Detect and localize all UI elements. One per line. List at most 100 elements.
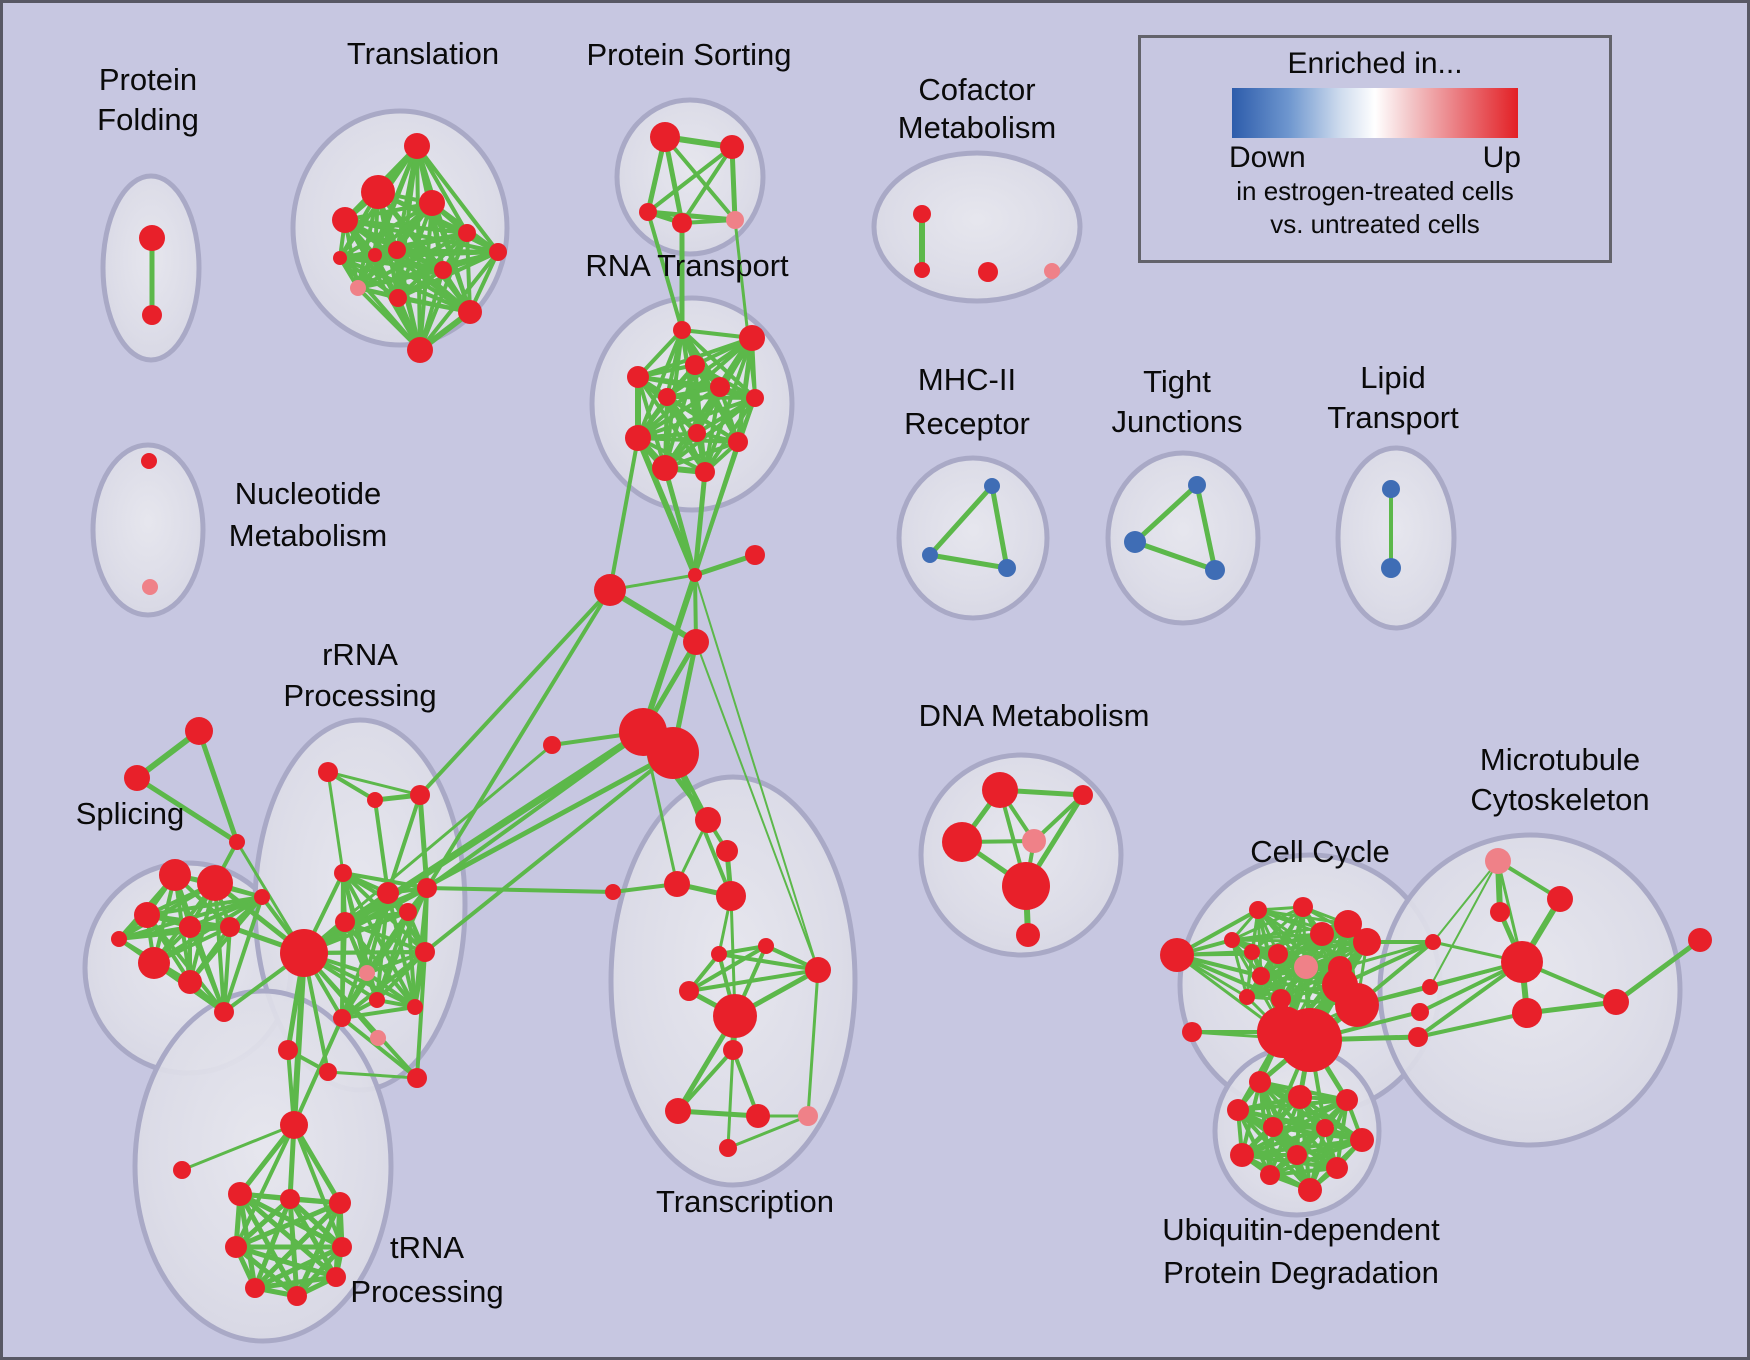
network-edge — [1416, 960, 1524, 1039]
network-node — [318, 762, 338, 782]
network-node — [695, 462, 715, 482]
network-node — [1353, 928, 1381, 956]
network-node — [605, 884, 621, 900]
network-edge — [291, 1122, 343, 1206]
network-node — [1288, 1085, 1312, 1109]
network-node — [389, 289, 407, 307]
network-edge — [636, 396, 757, 440]
network-node — [214, 1002, 234, 1022]
network-edge — [1268, 1166, 1339, 1177]
network-edge — [233, 1196, 293, 1250]
network-node — [746, 389, 764, 407]
network-node — [695, 807, 721, 833]
network-node — [1603, 989, 1629, 1015]
network-node — [407, 337, 433, 363]
network-edge — [292, 1016, 344, 1127]
network-edge — [145, 895, 264, 917]
network-edge — [927, 552, 1010, 571]
network-edge — [340, 1005, 417, 1020]
network-node — [369, 992, 385, 1008]
cluster-nucleotide-metabolism-label: Metabolism — [229, 518, 388, 553]
network-node — [664, 871, 690, 897]
network-edge — [338, 250, 500, 260]
network-edge — [326, 770, 422, 797]
network-node — [978, 262, 998, 282]
network-edge — [687, 944, 768, 993]
network-edge — [694, 574, 819, 971]
network-node — [368, 248, 382, 262]
network-edge — [145, 913, 226, 1014]
network-node — [1422, 979, 1438, 995]
network-edge — [338, 256, 472, 314]
network-node — [719, 1139, 737, 1157]
network-node — [335, 912, 355, 932]
network-edge — [343, 201, 434, 222]
network-edge — [717, 952, 820, 972]
network-edge — [729, 144, 738, 223]
network-edge — [356, 231, 469, 290]
network-edge — [635, 435, 698, 578]
network-node — [419, 190, 445, 216]
network-node — [377, 882, 399, 904]
network-edge — [233, 1200, 343, 1250]
network-edge — [927, 483, 995, 558]
network-node — [1547, 886, 1573, 912]
network-node — [361, 175, 395, 209]
network-edge — [406, 910, 417, 1009]
network-node — [1287, 1145, 1307, 1165]
network-edge — [663, 135, 737, 222]
network-edge — [234, 1123, 296, 1249]
cluster-lipid-transport-ellipse — [1335, 445, 1457, 631]
network-node — [688, 424, 706, 442]
network-edge — [703, 396, 757, 474]
network-edge — [1276, 940, 1369, 956]
network-node — [1257, 1006, 1309, 1058]
network-edge — [291, 950, 307, 1128]
network-edge — [423, 751, 675, 954]
network-node — [1271, 989, 1291, 1009]
network-node — [280, 1111, 308, 1139]
network-edge — [196, 728, 240, 845]
network-edge — [1230, 938, 1249, 999]
cluster-rrna-processing-label: rRNA — [322, 637, 398, 672]
cluster-cofactor-metabolism-label: Cofactor — [918, 72, 1035, 107]
network-node — [142, 305, 162, 325]
network-node — [723, 1040, 743, 1060]
network-node — [1381, 558, 1401, 578]
network-node — [1294, 955, 1318, 979]
network-edge — [1250, 905, 1305, 954]
network-edge — [636, 436, 740, 444]
network-edge — [415, 144, 469, 235]
network-node — [1160, 938, 1194, 972]
network-node — [982, 772, 1018, 808]
cluster-splicing-label: Splicing — [76, 796, 185, 831]
network-edge — [252, 1274, 339, 1291]
network-node — [434, 261, 452, 279]
network-node — [1268, 944, 1288, 964]
network-node — [1512, 998, 1542, 1028]
network-node — [1205, 560, 1225, 580]
cluster-cell-cycle-label: Cell Cycle — [1250, 834, 1390, 869]
cluster-ubiquitin-degradation-label: Ubiquitin-dependent — [1162, 1212, 1440, 1247]
network-node — [332, 1237, 352, 1257]
network-node — [658, 388, 676, 406]
network-edge — [675, 1108, 761, 1119]
legend-title: Enriched in... — [1287, 47, 1463, 80]
legend-gradient-bar — [1232, 88, 1518, 138]
cluster-protein-folding-label: Protein — [99, 62, 197, 97]
network-edge — [735, 335, 755, 445]
network-node — [399, 903, 417, 921]
network-edge — [676, 1048, 735, 1113]
network-node — [716, 881, 746, 911]
network-node — [720, 135, 744, 159]
network-edge — [341, 871, 417, 1009]
network-edge — [665, 395, 757, 400]
network-edge — [662, 465, 698, 578]
network-node — [278, 1040, 298, 1060]
network-node — [138, 947, 170, 979]
network-node — [1244, 944, 1260, 960]
cluster-microtubule-cytoskeleton-label: Microtubule — [1480, 742, 1640, 777]
network-node — [142, 579, 158, 595]
network-node — [665, 1098, 691, 1124]
network-edge — [326, 1070, 419, 1080]
